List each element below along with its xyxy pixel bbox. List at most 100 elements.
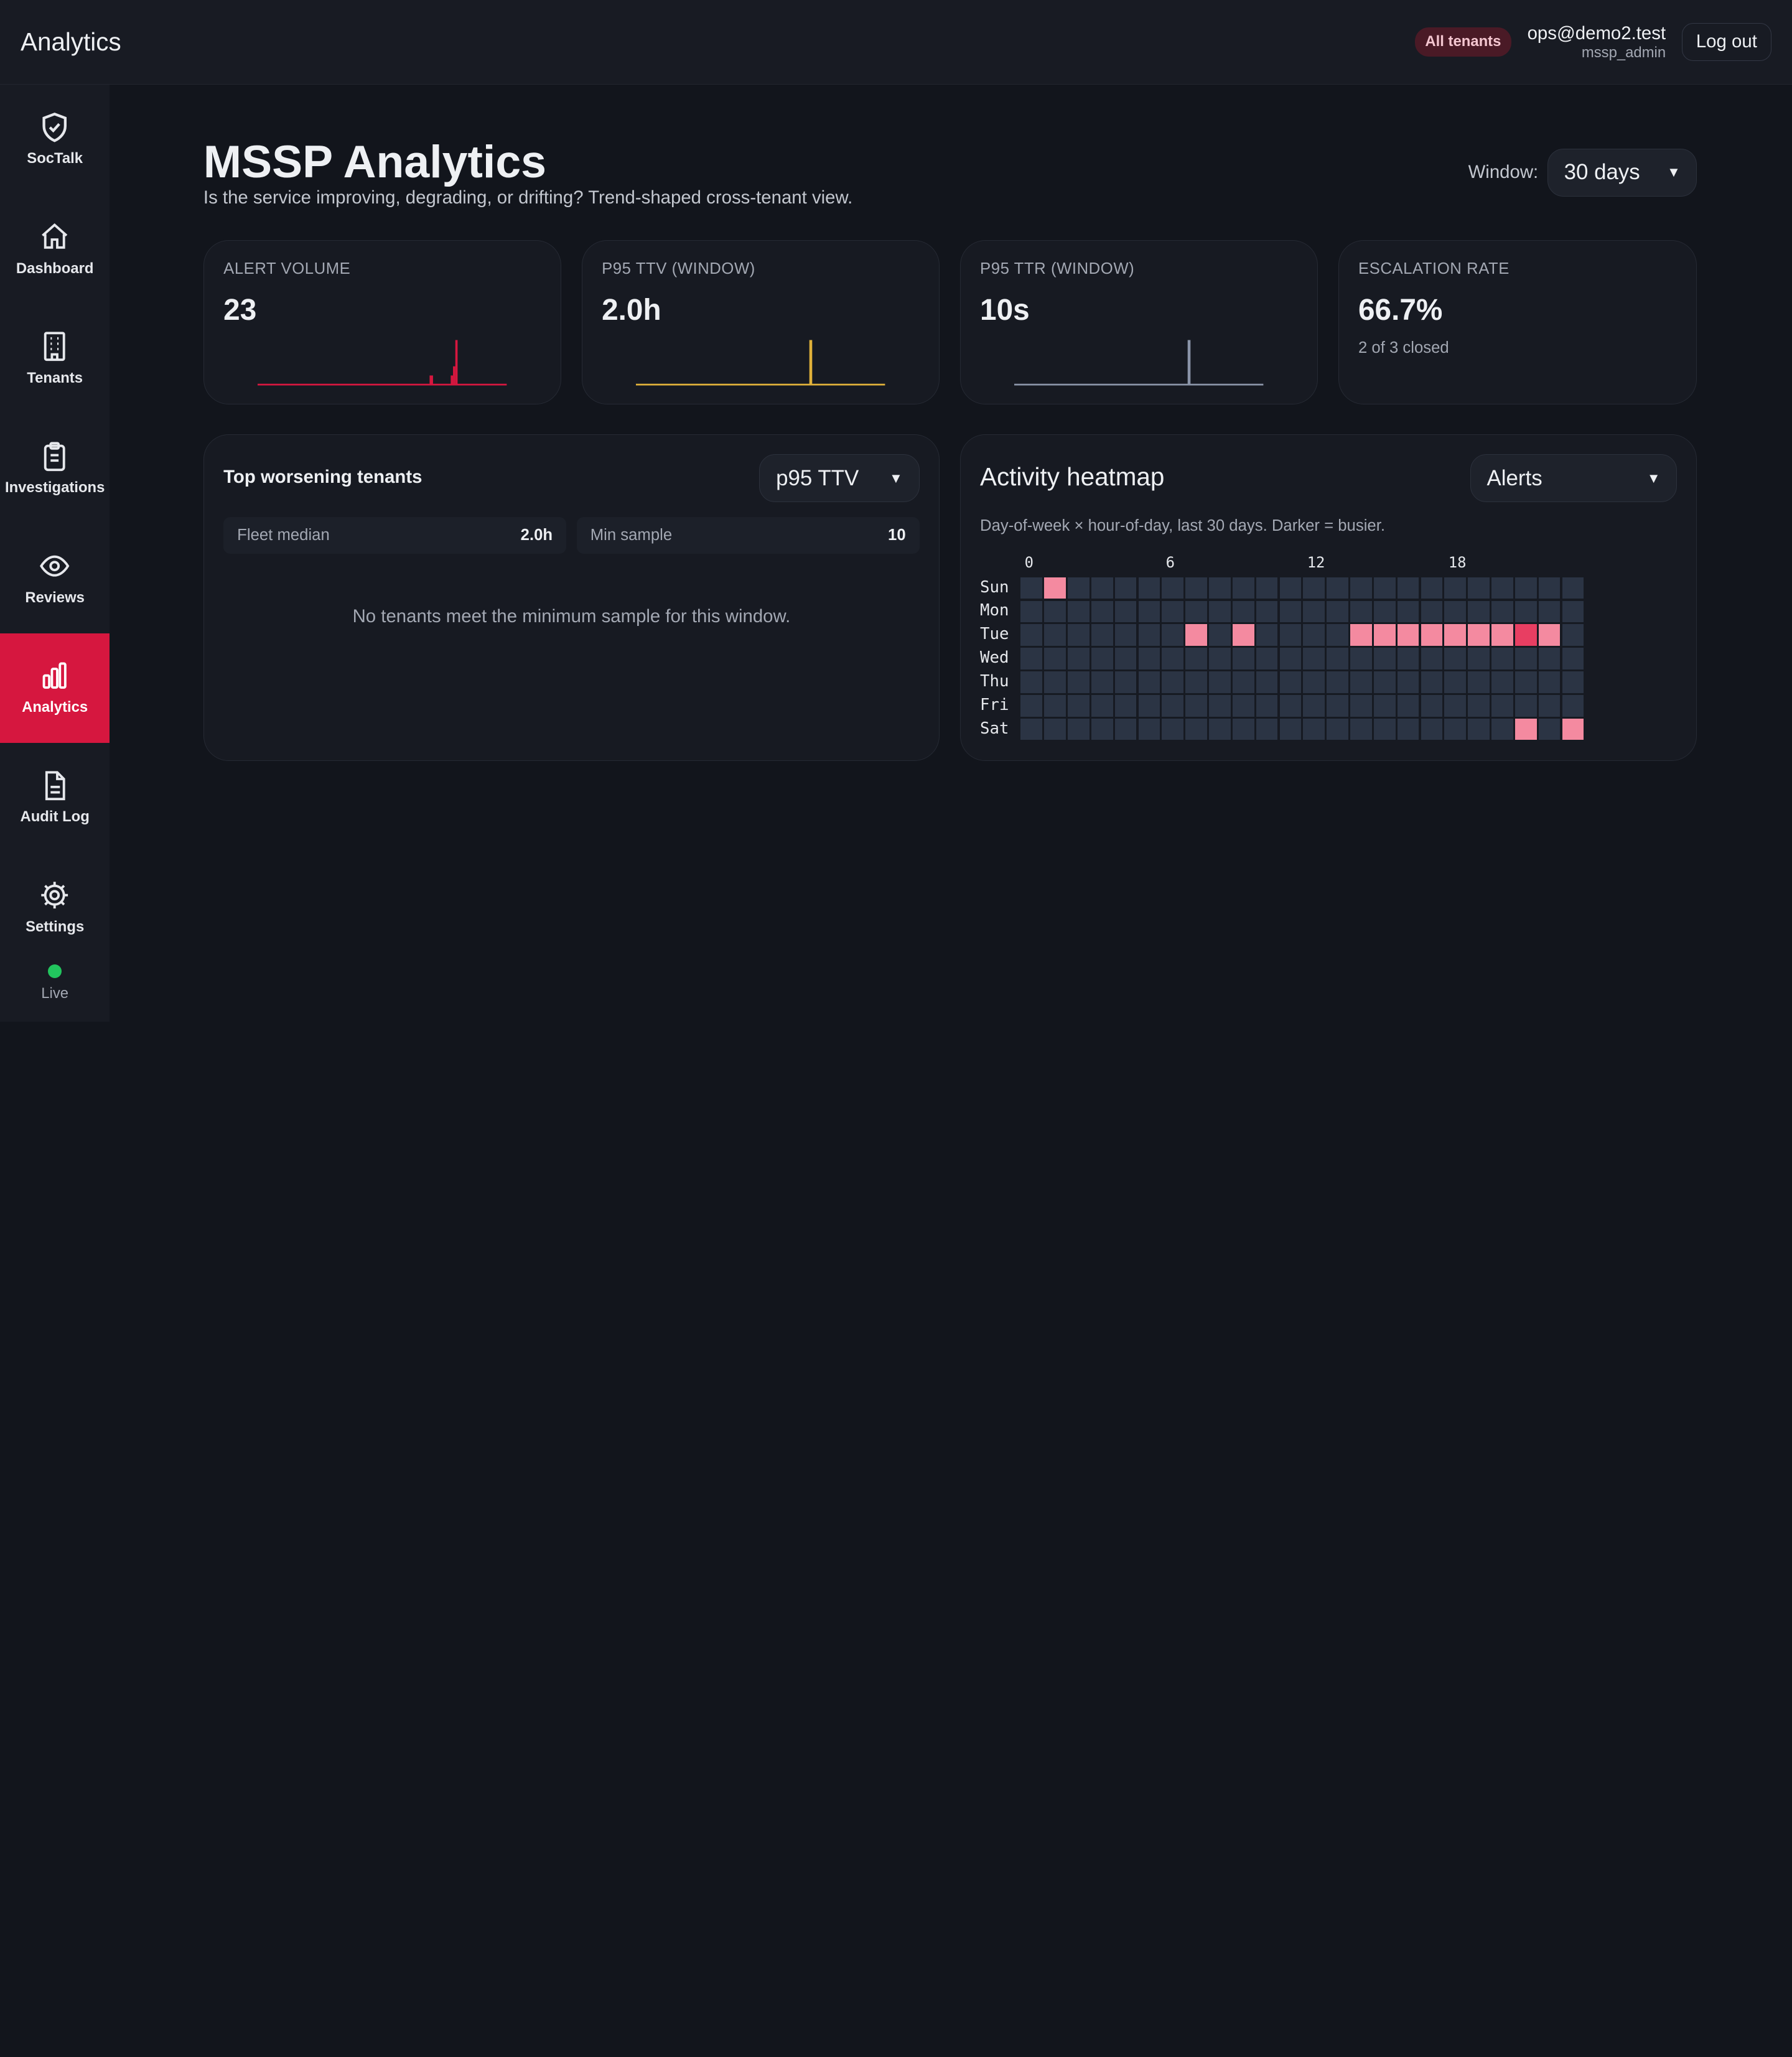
heatmap-cell[interactable] bbox=[1114, 671, 1137, 694]
heatmap-cell[interactable] bbox=[1538, 623, 1561, 647]
heatmap-cell[interactable] bbox=[1396, 694, 1420, 717]
heatmap-cell[interactable] bbox=[1467, 647, 1490, 670]
heatmap-cell[interactable] bbox=[1420, 623, 1444, 647]
heatmap-cell[interactable] bbox=[1302, 694, 1326, 717]
heatmap-cell[interactable] bbox=[1090, 671, 1114, 694]
heatmap-cell[interactable] bbox=[1561, 717, 1585, 741]
heatmap-cell[interactable] bbox=[1066, 623, 1090, 647]
heatmap-cell[interactable] bbox=[1161, 576, 1185, 600]
heatmap-cell[interactable] bbox=[1208, 576, 1231, 600]
heatmap-cell[interactable] bbox=[1467, 600, 1490, 623]
heatmap-cell[interactable] bbox=[1467, 717, 1490, 741]
heatmap-cell[interactable] bbox=[1066, 576, 1090, 600]
heatmap-cell[interactable] bbox=[1231, 623, 1255, 647]
heatmap-cell[interactable] bbox=[1279, 717, 1302, 741]
heatmap-cell[interactable] bbox=[1185, 717, 1208, 741]
heatmap-cell[interactable] bbox=[1114, 694, 1137, 717]
heatmap-cell[interactable] bbox=[1467, 671, 1490, 694]
heatmap-cell[interactable] bbox=[1420, 600, 1444, 623]
heatmap-cell[interactable] bbox=[1420, 694, 1444, 717]
heatmap-cell[interactable] bbox=[1208, 647, 1231, 670]
heatmap-cell[interactable] bbox=[1444, 717, 1467, 741]
heatmap-cell[interactable] bbox=[1396, 717, 1420, 741]
heatmap-cell[interactable] bbox=[1114, 647, 1137, 670]
heatmap-cell[interactable] bbox=[1231, 600, 1255, 623]
heatmap-cell[interactable] bbox=[1066, 671, 1090, 694]
heatmap-cell[interactable] bbox=[1255, 717, 1279, 741]
heatmap-cell[interactable] bbox=[1420, 647, 1444, 670]
heatmap-cell[interactable] bbox=[1231, 576, 1255, 600]
heatmap-cell[interactable] bbox=[1066, 717, 1090, 741]
heatmap-cell[interactable] bbox=[1491, 671, 1514, 694]
heatmap-cell[interactable] bbox=[1208, 671, 1231, 694]
heatmap-cell[interactable] bbox=[1231, 647, 1255, 670]
heatmap-cell[interactable] bbox=[1326, 600, 1349, 623]
heatmap-cell[interactable] bbox=[1302, 717, 1326, 741]
tenant-scope-badge[interactable]: All tenants bbox=[1414, 27, 1511, 57]
heatmap-cell[interactable] bbox=[1114, 576, 1137, 600]
heatmap-cell[interactable] bbox=[1491, 694, 1514, 717]
heatmap-cell[interactable] bbox=[1279, 671, 1302, 694]
heatmap-cell[interactable] bbox=[1208, 623, 1231, 647]
heatmap-cell[interactable] bbox=[1302, 576, 1326, 600]
heatmap-cell[interactable] bbox=[1279, 576, 1302, 600]
heatmap-cell[interactable] bbox=[1137, 694, 1161, 717]
heatmap-cell[interactable] bbox=[1020, 623, 1043, 647]
heatmap-cell[interactable] bbox=[1161, 694, 1185, 717]
heatmap-cell[interactable] bbox=[1161, 600, 1185, 623]
heatmap-cell[interactable] bbox=[1350, 717, 1373, 741]
heatmap-cell[interactable] bbox=[1161, 717, 1185, 741]
heatmap-cell[interactable] bbox=[1538, 647, 1561, 670]
heatmap-cell[interactable] bbox=[1279, 647, 1302, 670]
heatmap-cell[interactable] bbox=[1255, 671, 1279, 694]
heatmap-cell[interactable] bbox=[1066, 694, 1090, 717]
heatmap-cell[interactable] bbox=[1491, 717, 1514, 741]
heatmap-cell[interactable] bbox=[1043, 600, 1066, 623]
heatmap-cell[interactable] bbox=[1208, 717, 1231, 741]
heatmap-cell[interactable] bbox=[1514, 717, 1538, 741]
sidebar-item-soctalk[interactable]: SocTalk bbox=[0, 85, 110, 194]
heatmap-cell[interactable] bbox=[1020, 671, 1043, 694]
heatmap-cell[interactable] bbox=[1114, 623, 1137, 647]
heatmap-cell[interactable] bbox=[1066, 600, 1090, 623]
heatmap-cell[interactable] bbox=[1514, 647, 1538, 670]
heatmap-cell[interactable] bbox=[1137, 647, 1161, 670]
heatmap-cell[interactable] bbox=[1161, 671, 1185, 694]
heatmap-cell[interactable] bbox=[1020, 647, 1043, 670]
heatmap-cell[interactable] bbox=[1396, 600, 1420, 623]
heatmap-cell[interactable] bbox=[1137, 671, 1161, 694]
heatmap-cell[interactable] bbox=[1020, 600, 1043, 623]
sidebar-item-dashboard[interactable]: Dashboard bbox=[0, 194, 110, 304]
heatmap-cell[interactable] bbox=[1373, 717, 1396, 741]
heatmap-cell[interactable] bbox=[1514, 694, 1538, 717]
heatmap-cell[interactable] bbox=[1326, 576, 1349, 600]
heatmap-cell[interactable] bbox=[1231, 694, 1255, 717]
heatmap-cell[interactable] bbox=[1373, 576, 1396, 600]
heatmap-cell[interactable] bbox=[1444, 600, 1467, 623]
heatmap-cell[interactable] bbox=[1561, 576, 1585, 600]
heatmap-cell[interactable] bbox=[1467, 694, 1490, 717]
sidebar-item-audit-log[interactable]: Audit Log bbox=[0, 743, 110, 852]
heatmap-cell[interactable] bbox=[1302, 671, 1326, 694]
heatmap-cell[interactable] bbox=[1279, 600, 1302, 623]
heatmap-cell[interactable] bbox=[1467, 576, 1490, 600]
heatmap-cell[interactable] bbox=[1350, 623, 1373, 647]
heatmap-cell[interactable] bbox=[1326, 671, 1349, 694]
heatmap-cell[interactable] bbox=[1161, 647, 1185, 670]
heatmap-cell[interactable] bbox=[1538, 600, 1561, 623]
heatmap-cell[interactable] bbox=[1350, 647, 1373, 670]
heatmap-cell[interactable] bbox=[1090, 717, 1114, 741]
heatmap-cell[interactable] bbox=[1231, 717, 1255, 741]
heatmap-cell[interactable] bbox=[1373, 671, 1396, 694]
heatmap-cell[interactable] bbox=[1538, 576, 1561, 600]
heatmap-cell[interactable] bbox=[1491, 647, 1514, 670]
worsening-metric-select[interactable]: p95 TTV ▼ bbox=[759, 454, 920, 503]
heatmap-cell[interactable] bbox=[1326, 623, 1349, 647]
sidebar-item-tenants[interactable]: Tenants bbox=[0, 304, 110, 414]
heatmap-cell[interactable] bbox=[1514, 671, 1538, 694]
heatmap-cell[interactable] bbox=[1302, 647, 1326, 670]
heatmap-cell[interactable] bbox=[1043, 694, 1066, 717]
heatmap-cell[interactable] bbox=[1514, 600, 1538, 623]
heatmap-cell[interactable] bbox=[1137, 600, 1161, 623]
heatmap-cell[interactable] bbox=[1043, 576, 1066, 600]
